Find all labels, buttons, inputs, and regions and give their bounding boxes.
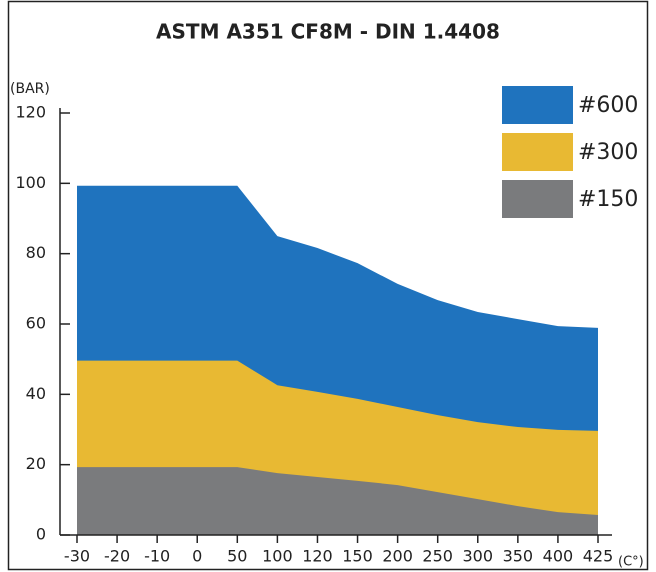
y-tick-label: 0 (36, 525, 46, 544)
x-tick-label: 120 (302, 547, 333, 566)
x-tick-label: 400 (543, 547, 574, 566)
x-tick-label: 50 (227, 547, 247, 566)
legend-label: #600 (578, 93, 638, 118)
x-tick-label: 300 (462, 547, 493, 566)
legend-swatch (502, 133, 573, 171)
x-axis-label: (C°) (618, 555, 644, 570)
legend-swatch (502, 86, 573, 124)
x-tick-label: -30 (64, 547, 90, 566)
y-tick-label: 80 (26, 243, 46, 262)
x-tick-label: 250 (422, 547, 453, 566)
x-tick-label: 425 (583, 547, 614, 566)
x-tick-label: 0 (192, 547, 202, 566)
x-tick-label: 100 (262, 547, 293, 566)
frame (7, 0, 649, 571)
y-tick-label: 100 (15, 173, 46, 192)
chart-title: ASTM A351 CF8M - DIN 1.4408 (156, 20, 500, 44)
y-tick-label: 40 (26, 384, 46, 403)
area (77, 467, 598, 535)
x-tick-label: -10 (144, 547, 170, 566)
legend-label: #150 (578, 187, 638, 212)
x-tick-label: 200 (382, 547, 413, 566)
legend-label: #300 (578, 140, 638, 165)
y-tick-label: 20 (26, 454, 46, 473)
x-tick-label: 150 (342, 547, 373, 566)
x-tick-label: 350 (503, 547, 534, 566)
y-axis-label: (BAR) (10, 81, 50, 97)
x-tick-label: -20 (104, 547, 130, 566)
y-tick-label: 60 (26, 314, 46, 333)
y-tick-label: 120 (15, 103, 46, 122)
legend-swatch (502, 180, 573, 218)
